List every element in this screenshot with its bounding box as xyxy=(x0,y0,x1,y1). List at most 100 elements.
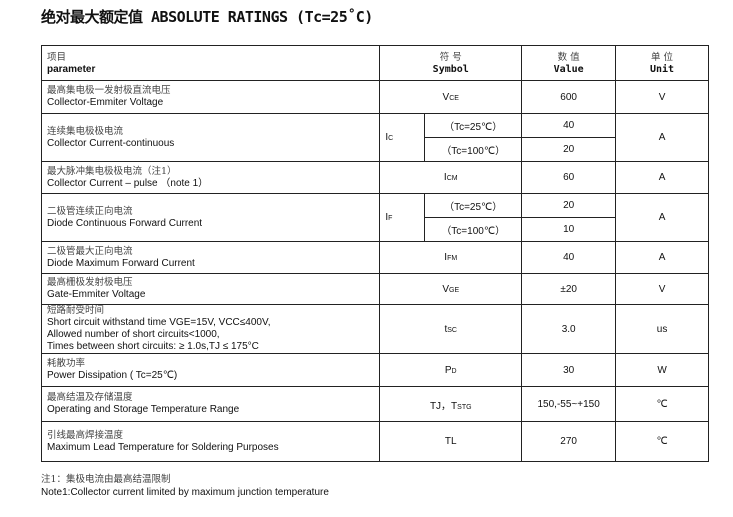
symbol: I xyxy=(385,132,389,143)
symbol-cell: VCE xyxy=(379,80,523,114)
symbol: TL xyxy=(444,436,457,447)
symbol: P xyxy=(444,364,452,376)
value: 40 xyxy=(521,241,617,274)
unit: ℃ xyxy=(615,421,709,462)
param-en-line3: Times between short circuits: ≥ 1.0s,TJ … xyxy=(47,341,259,352)
table-row: 二极管最大正向电流 Diode Maximum Forward Current IF… xyxy=(40,241,709,274)
unit: ℃ xyxy=(615,386,709,422)
param-header-zh: 项目 xyxy=(47,51,67,63)
unit: V xyxy=(615,80,709,114)
table-row: 最高结温及存储温度 Operating and Storage Temperatu… xyxy=(40,386,709,422)
symbol-header-en: Symbol xyxy=(432,63,469,75)
symbol: t xyxy=(444,323,448,335)
value: 600 xyxy=(521,80,617,114)
table-header: 项目 parameter 符 号 Symbol 数 值 Value 单 位 Unit xyxy=(40,45,709,81)
table-row: 短路耐受时间 Short circuit withstand time VGE=1… xyxy=(40,304,709,354)
value: 30 xyxy=(521,353,617,387)
table-row: 耗散功率 Power Dissipation ( Tc=25℃) PD 30 W xyxy=(40,353,709,387)
footnote-en: Note1:Collector current limited by maxim… xyxy=(41,487,329,498)
symbol-header-zh: 符 号 xyxy=(439,51,462,63)
param-zh: 二极管最大正向电流 xyxy=(47,245,133,257)
symbol-cell: PD xyxy=(379,353,523,387)
param-cell: 引线最高焊接温度 Maximum Lead Temperature for Sol… xyxy=(40,421,381,462)
param-en: Power Dissipation ( Tc=25℃) xyxy=(47,370,178,381)
param-cell: 最高栅极发射极电压 Gate-Emmiter Voltage xyxy=(40,273,381,305)
symbol: V xyxy=(442,91,450,103)
param-en-line2: Allowed number of short circuits<1000, xyxy=(47,329,220,340)
unit: W xyxy=(615,353,709,387)
table-row: 最高栅极发射极电压 Gate-Emmiter Voltage VGE ±20 V xyxy=(40,273,709,305)
param-cell: 最高集电极一发射极直流电压 Collector-Emmiter Voltage xyxy=(40,80,381,114)
symbol-cell: IF xyxy=(379,193,426,242)
param-zh: 耗散功率 xyxy=(47,358,86,369)
value: 20 xyxy=(521,137,617,162)
unit: A xyxy=(615,161,709,194)
condition: （Tc=25℃） xyxy=(424,113,523,138)
param-en: Diode Continuous Forward Current xyxy=(47,217,203,229)
param-zh: 最高结温及存储温度 xyxy=(47,392,133,403)
table-row: 连续集电极极电流 Collector Current-continuous IC （T… xyxy=(40,113,709,162)
param-en: Maximum Lead Temperature for Soldering P… xyxy=(47,441,279,453)
value-header-en: Value xyxy=(553,63,584,75)
value: 40 xyxy=(521,113,617,138)
param-cell: 最高结温及存储温度 Operating and Storage Temperatu… xyxy=(40,386,381,422)
param-zh: 短路耐受时间 xyxy=(47,305,105,316)
symbol-subscript: FM xyxy=(447,255,458,262)
ratings-table: 项目 parameter 符 号 Symbol 数 值 Value 单 位 Unit 最… xyxy=(40,45,709,462)
value: 60 xyxy=(521,161,617,194)
param-cell: 最大脉冲集电极极电流（注1） Collector Current – pulse … xyxy=(40,161,381,194)
symbol: I xyxy=(444,252,448,263)
table-row: 最大脉冲集电极极电流（注1） Collector Current – pulse … xyxy=(40,161,709,194)
value: 3.0 xyxy=(521,304,617,354)
unit: A xyxy=(615,241,709,274)
symbol-subscript: SC xyxy=(447,326,457,334)
value: 20 xyxy=(521,193,617,218)
value: 150,-55~+150 xyxy=(521,386,617,422)
symbol-cell: ICM xyxy=(379,161,523,194)
symbol: I xyxy=(385,212,389,223)
unit-header-zh: 单 位 xyxy=(651,51,674,63)
symbol: I xyxy=(443,172,447,183)
unit: us xyxy=(615,304,709,354)
unit-header-en: Unit xyxy=(650,63,675,75)
value: 10 xyxy=(521,217,617,242)
table-subrow: （Tc=100℃） 20 xyxy=(42,137,709,162)
param-header-en: parameter xyxy=(47,63,96,75)
table-subrow: （Tc=100℃） 10 xyxy=(42,217,709,242)
value-header-zh: 数 值 xyxy=(557,51,580,63)
symbol-subscript: STG xyxy=(457,403,472,411)
param-en: Operating and Storage Temperature Range xyxy=(47,404,240,415)
value: ±20 xyxy=(521,273,617,305)
symbol-subscript: CE xyxy=(449,94,459,102)
value: 270 xyxy=(521,421,617,462)
symbol-subscript: F xyxy=(388,215,393,222)
param-en: Collector Current – pulse （note 1） xyxy=(47,177,209,189)
table-row: 引线最高焊接温度 Maximum Lead Temperature for Sol… xyxy=(40,421,709,462)
unit: A xyxy=(615,113,709,162)
param-zh: 引线最高焊接温度 xyxy=(47,429,124,441)
symbol-subscript: D xyxy=(451,367,457,375)
symbol-cell: TL xyxy=(379,421,523,462)
section-title: 绝对最大额定值 ABSOLUTE RATINGS (Tc=25˚C) xyxy=(41,8,373,26)
symbol-cell: IC xyxy=(379,113,426,162)
symbol-cell: tSC xyxy=(379,304,523,354)
symbol: TJ，T xyxy=(429,400,458,412)
unit: V xyxy=(615,273,709,305)
symbol-subscript: C xyxy=(388,135,394,142)
unit: A xyxy=(615,193,709,242)
param-zh: 连续集电极极电流 xyxy=(47,125,124,137)
param-en: Gate-Emmiter Voltage xyxy=(47,289,146,300)
param-cell: 短路耐受时间 Short circuit withstand time VGE=1… xyxy=(40,304,381,354)
symbol-subscript: CM xyxy=(446,175,458,182)
condition: （Tc=100℃） xyxy=(424,217,523,242)
symbol-subscript: GE xyxy=(449,286,460,294)
param-cell: 连续集电极极电流 Collector Current-continuous xyxy=(40,113,381,162)
param-en: Collector Current-continuous xyxy=(47,137,175,149)
table-row: 最高集电极一发射极直流电压 Collector-Emmiter Voltage VC… xyxy=(40,80,709,114)
symbol-cell: VGE xyxy=(379,273,523,305)
symbol-cell: TJ，TSTG xyxy=(379,386,523,422)
symbol: V xyxy=(442,283,450,295)
param-cell: 二极管连续正向电流 Diode Continuous Forward Curren… xyxy=(40,193,381,242)
param-zh: 最大脉冲集电极极电流（注1） xyxy=(47,165,177,177)
condition: （Tc=25℃） xyxy=(424,193,523,218)
